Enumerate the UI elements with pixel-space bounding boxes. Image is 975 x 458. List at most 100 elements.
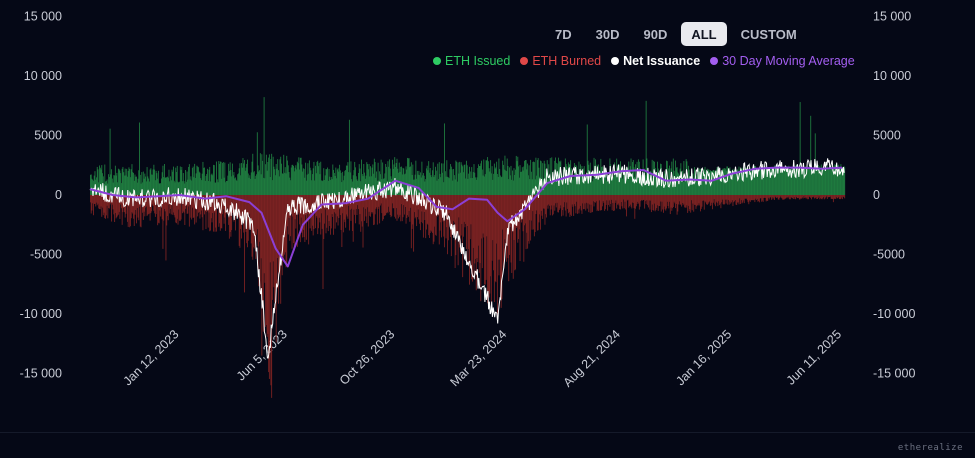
burned-bar	[548, 195, 550, 205]
x-tick-label: Jun 11, 2025	[784, 327, 844, 387]
issued-bar	[812, 169, 814, 195]
issued-bar	[827, 168, 829, 195]
burned-bar	[674, 195, 676, 204]
burned-bar	[571, 195, 573, 205]
burned-bar	[342, 195, 344, 233]
issued-bar	[769, 168, 771, 195]
issued-bar	[783, 168, 785, 195]
range-all-button[interactable]: ALL	[681, 22, 727, 46]
burned-bar	[259, 195, 261, 242]
issued-bar	[576, 178, 578, 195]
burned-bar	[488, 195, 490, 298]
burned-bar	[352, 195, 354, 242]
issued-bar	[465, 160, 467, 195]
issued-bar	[592, 178, 594, 195]
issued-bar	[407, 157, 408, 195]
burned-bar	[333, 195, 335, 235]
burned-bar	[336, 195, 338, 223]
burned-bar	[471, 195, 473, 280]
issued-bar	[123, 175, 125, 195]
burned-bar	[392, 195, 394, 209]
issued-bar	[388, 159, 390, 195]
issued-bar	[798, 168, 800, 195]
issued-bar	[556, 180, 558, 195]
burned-bar	[233, 195, 235, 222]
issued-bar	[795, 165, 797, 195]
issued-bar	[225, 182, 227, 195]
issued-bar	[816, 167, 818, 195]
time-range-selector: 7D 30D 90D ALL CUSTOM	[545, 22, 807, 46]
issued-bar	[271, 180, 273, 195]
issued-bar	[250, 178, 251, 195]
issued-bar	[136, 182, 138, 195]
burned-bar	[754, 195, 756, 203]
issued-bar	[770, 168, 772, 195]
issued-bar	[586, 175, 587, 195]
issued-bar	[500, 177, 502, 195]
issued-bar	[573, 177, 575, 195]
issued-bar	[466, 165, 468, 195]
burned-bar	[634, 195, 636, 219]
burned-bar	[188, 195, 190, 227]
issued-bar	[810, 115, 812, 195]
burned-bar	[179, 195, 181, 221]
burned-bar	[611, 195, 613, 211]
legend-item-net-issuance[interactable]: Net Issuance	[611, 54, 700, 68]
issued-bar	[302, 168, 304, 195]
burned-bar	[815, 195, 817, 198]
legend-item-eth-burned[interactable]: ETH Burned	[520, 54, 601, 68]
burned-bar	[666, 195, 668, 202]
burned-bar	[173, 195, 174, 213]
issued-bar	[634, 176, 636, 195]
legend-item-moving-average[interactable]: 30 Day Moving Average	[710, 54, 855, 68]
legend-item-eth-issued[interactable]: ETH Issued	[433, 54, 510, 68]
issued-bar	[245, 167, 247, 195]
burned-bar	[709, 195, 710, 202]
burned-bar	[516, 195, 518, 227]
issued-bar	[777, 168, 778, 195]
issued-bar	[425, 179, 427, 195]
issued-bar	[510, 165, 512, 195]
range-90d-button[interactable]: 90D	[633, 22, 677, 46]
issued-bar	[127, 170, 129, 195]
issued-bar	[739, 171, 741, 195]
burned-bar	[560, 195, 562, 206]
issued-bar	[505, 170, 507, 195]
burned-bar	[795, 195, 797, 200]
issued-bar	[431, 177, 433, 195]
issued-bar	[584, 174, 586, 195]
issued-bar	[126, 168, 128, 195]
range-custom-button[interactable]: CUSTOM	[731, 22, 807, 46]
issued-bar	[579, 177, 581, 195]
burned-bar	[542, 195, 544, 219]
issued-bar	[499, 168, 501, 195]
issued-bar	[655, 174, 657, 195]
issued-bar	[341, 182, 343, 195]
burned-bar	[322, 195, 324, 290]
burned-bar	[435, 195, 436, 235]
burned-bar	[652, 195, 654, 210]
burned-bar	[251, 195, 253, 257]
range-30d-button[interactable]: 30D	[586, 22, 630, 46]
range-7d-button[interactable]: 7D	[545, 22, 582, 46]
issued-bar	[469, 166, 470, 195]
issued-bar	[210, 181, 211, 195]
burned-bar	[692, 195, 694, 204]
burned-bar	[590, 195, 592, 205]
burned-bar	[482, 195, 484, 234]
burned-bar	[779, 195, 781, 198]
issued-bar	[449, 169, 451, 195]
burned-bar	[358, 195, 360, 225]
burned-bar	[594, 195, 596, 203]
burned-bar	[174, 195, 176, 218]
issued-bar	[817, 164, 818, 195]
issued-bar	[404, 174, 405, 195]
issued-bar	[550, 180, 552, 195]
burned-bar	[556, 195, 558, 203]
burned-bar	[92, 195, 94, 204]
issued-bar	[283, 154, 285, 195]
issued-bar	[336, 178, 338, 195]
issued-bar	[719, 170, 721, 195]
burned-bar	[629, 195, 631, 205]
issued-bar	[523, 166, 525, 195]
